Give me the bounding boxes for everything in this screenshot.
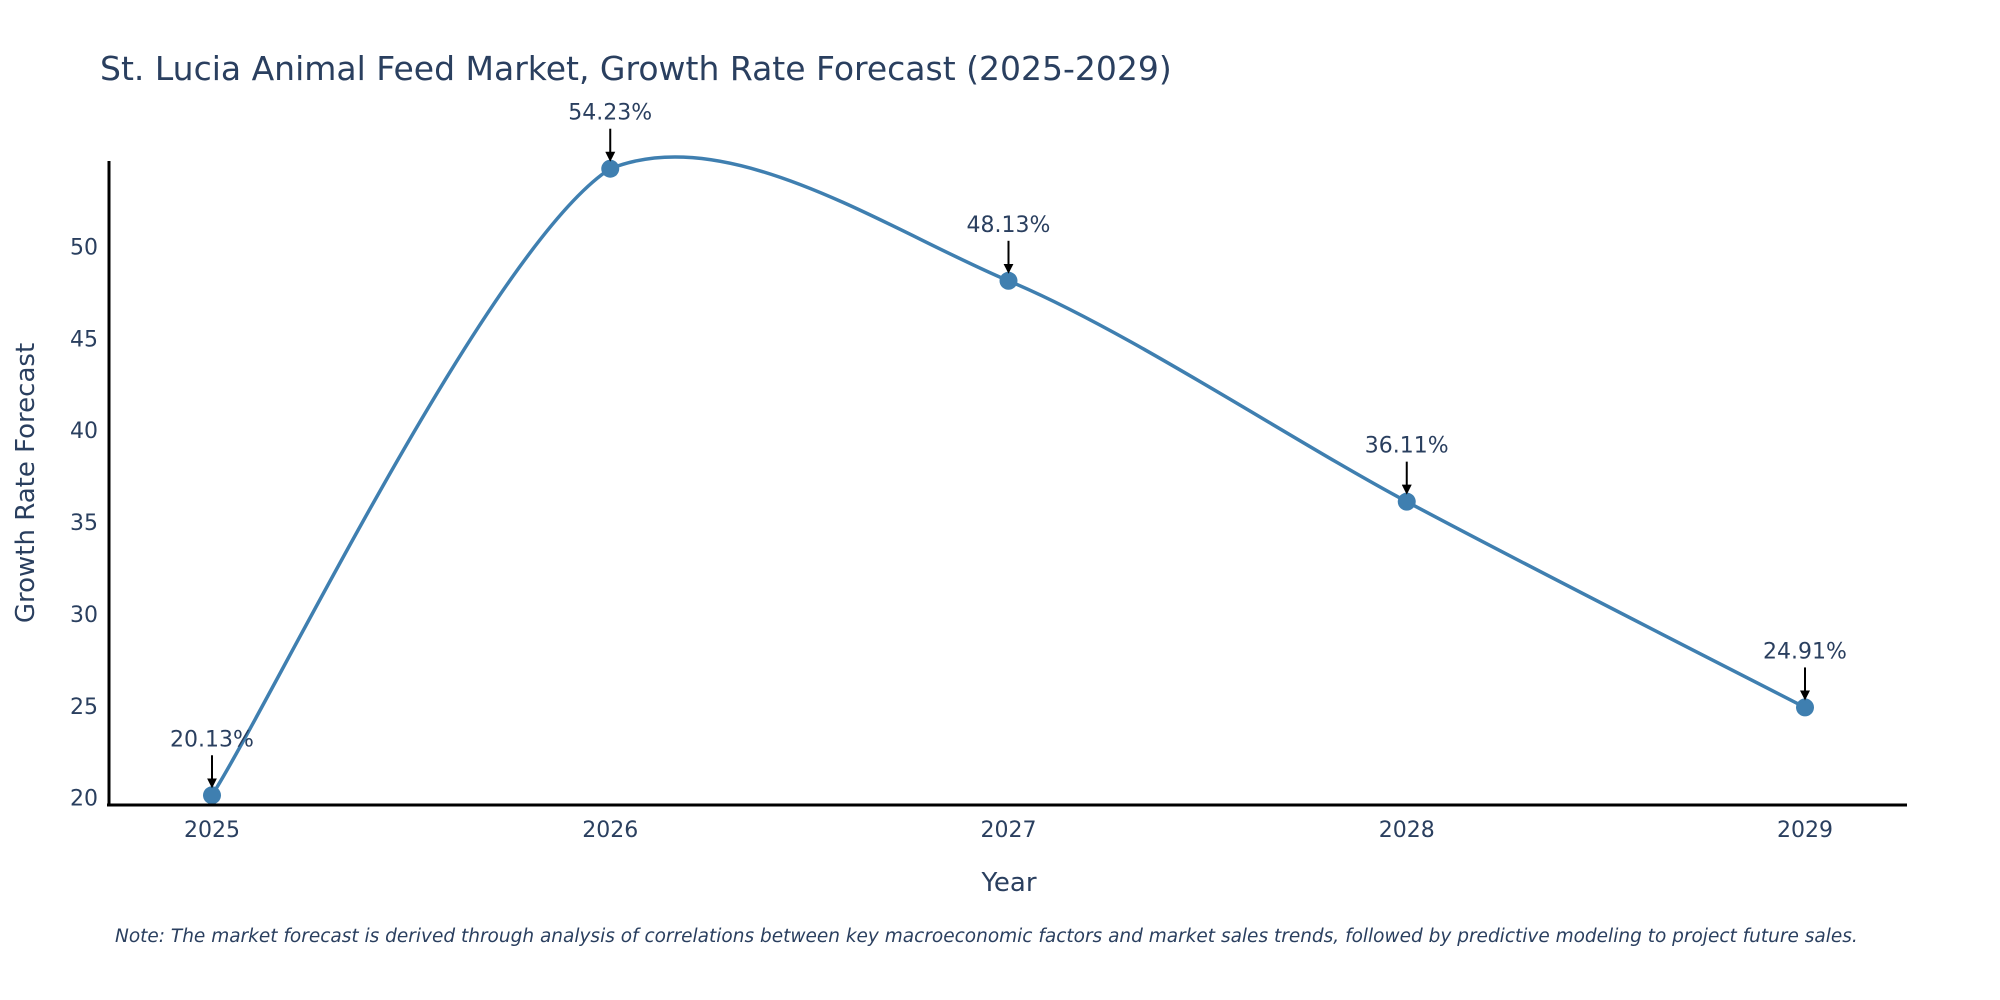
x-axis-ticks: 2025 2026 2027 2028 2029 [184, 818, 1833, 843]
y-tick-label-45: 45 [70, 327, 98, 352]
y-axis-title: Growth Rate Forecast [11, 343, 41, 623]
chart-title: St. Lucia Animal Feed Market, Growth Rat… [100, 49, 1172, 88]
x-tick-label-2026: 2026 [582, 818, 638, 843]
data-label-2029: 24.91% [1763, 639, 1847, 664]
x-tick-label-2027: 2027 [981, 818, 1037, 843]
footnote: Note: The market forecast is derived thr… [115, 926, 1858, 947]
data-label-2027: 48.13% [967, 213, 1051, 238]
plot-area: 20.13% 54.23% 48.13% 36.11% 24.91% [170, 101, 1847, 805]
y-tick-label-35: 35 [70, 511, 98, 536]
data-label-2028: 36.11% [1365, 434, 1449, 459]
y-axis-ticks: 20 25 30 35 40 45 50 [70, 235, 98, 811]
y-tick-label-25: 25 [70, 695, 98, 720]
x-axis-title: Year [980, 868, 1036, 898]
series-line [210, 155, 1806, 797]
y-tick-label-50: 50 [70, 235, 98, 260]
y-tick-label-20: 20 [70, 787, 98, 812]
data-point-2025 [203, 786, 221, 805]
data-label-2025: 20.13% [170, 727, 254, 752]
data-point-2028 [1397, 492, 1416, 511]
series-markers [203, 159, 1814, 805]
data-label-annotations: 20.13% 54.23% 48.13% 36.11% 24.91% [170, 101, 1847, 789]
x-tick-label-2028: 2028 [1379, 818, 1435, 843]
data-label-2026: 54.23% [568, 101, 652, 126]
y-tick-label-30: 30 [70, 603, 98, 628]
y-tick-label-40: 40 [70, 419, 98, 444]
data-point-2029 [1796, 698, 1814, 717]
data-point-2026 [601, 159, 620, 178]
x-tick-label-2025: 2025 [184, 818, 240, 843]
data-point-2027 [999, 271, 1018, 290]
x-tick-label-2029: 2029 [1777, 818, 1833, 843]
